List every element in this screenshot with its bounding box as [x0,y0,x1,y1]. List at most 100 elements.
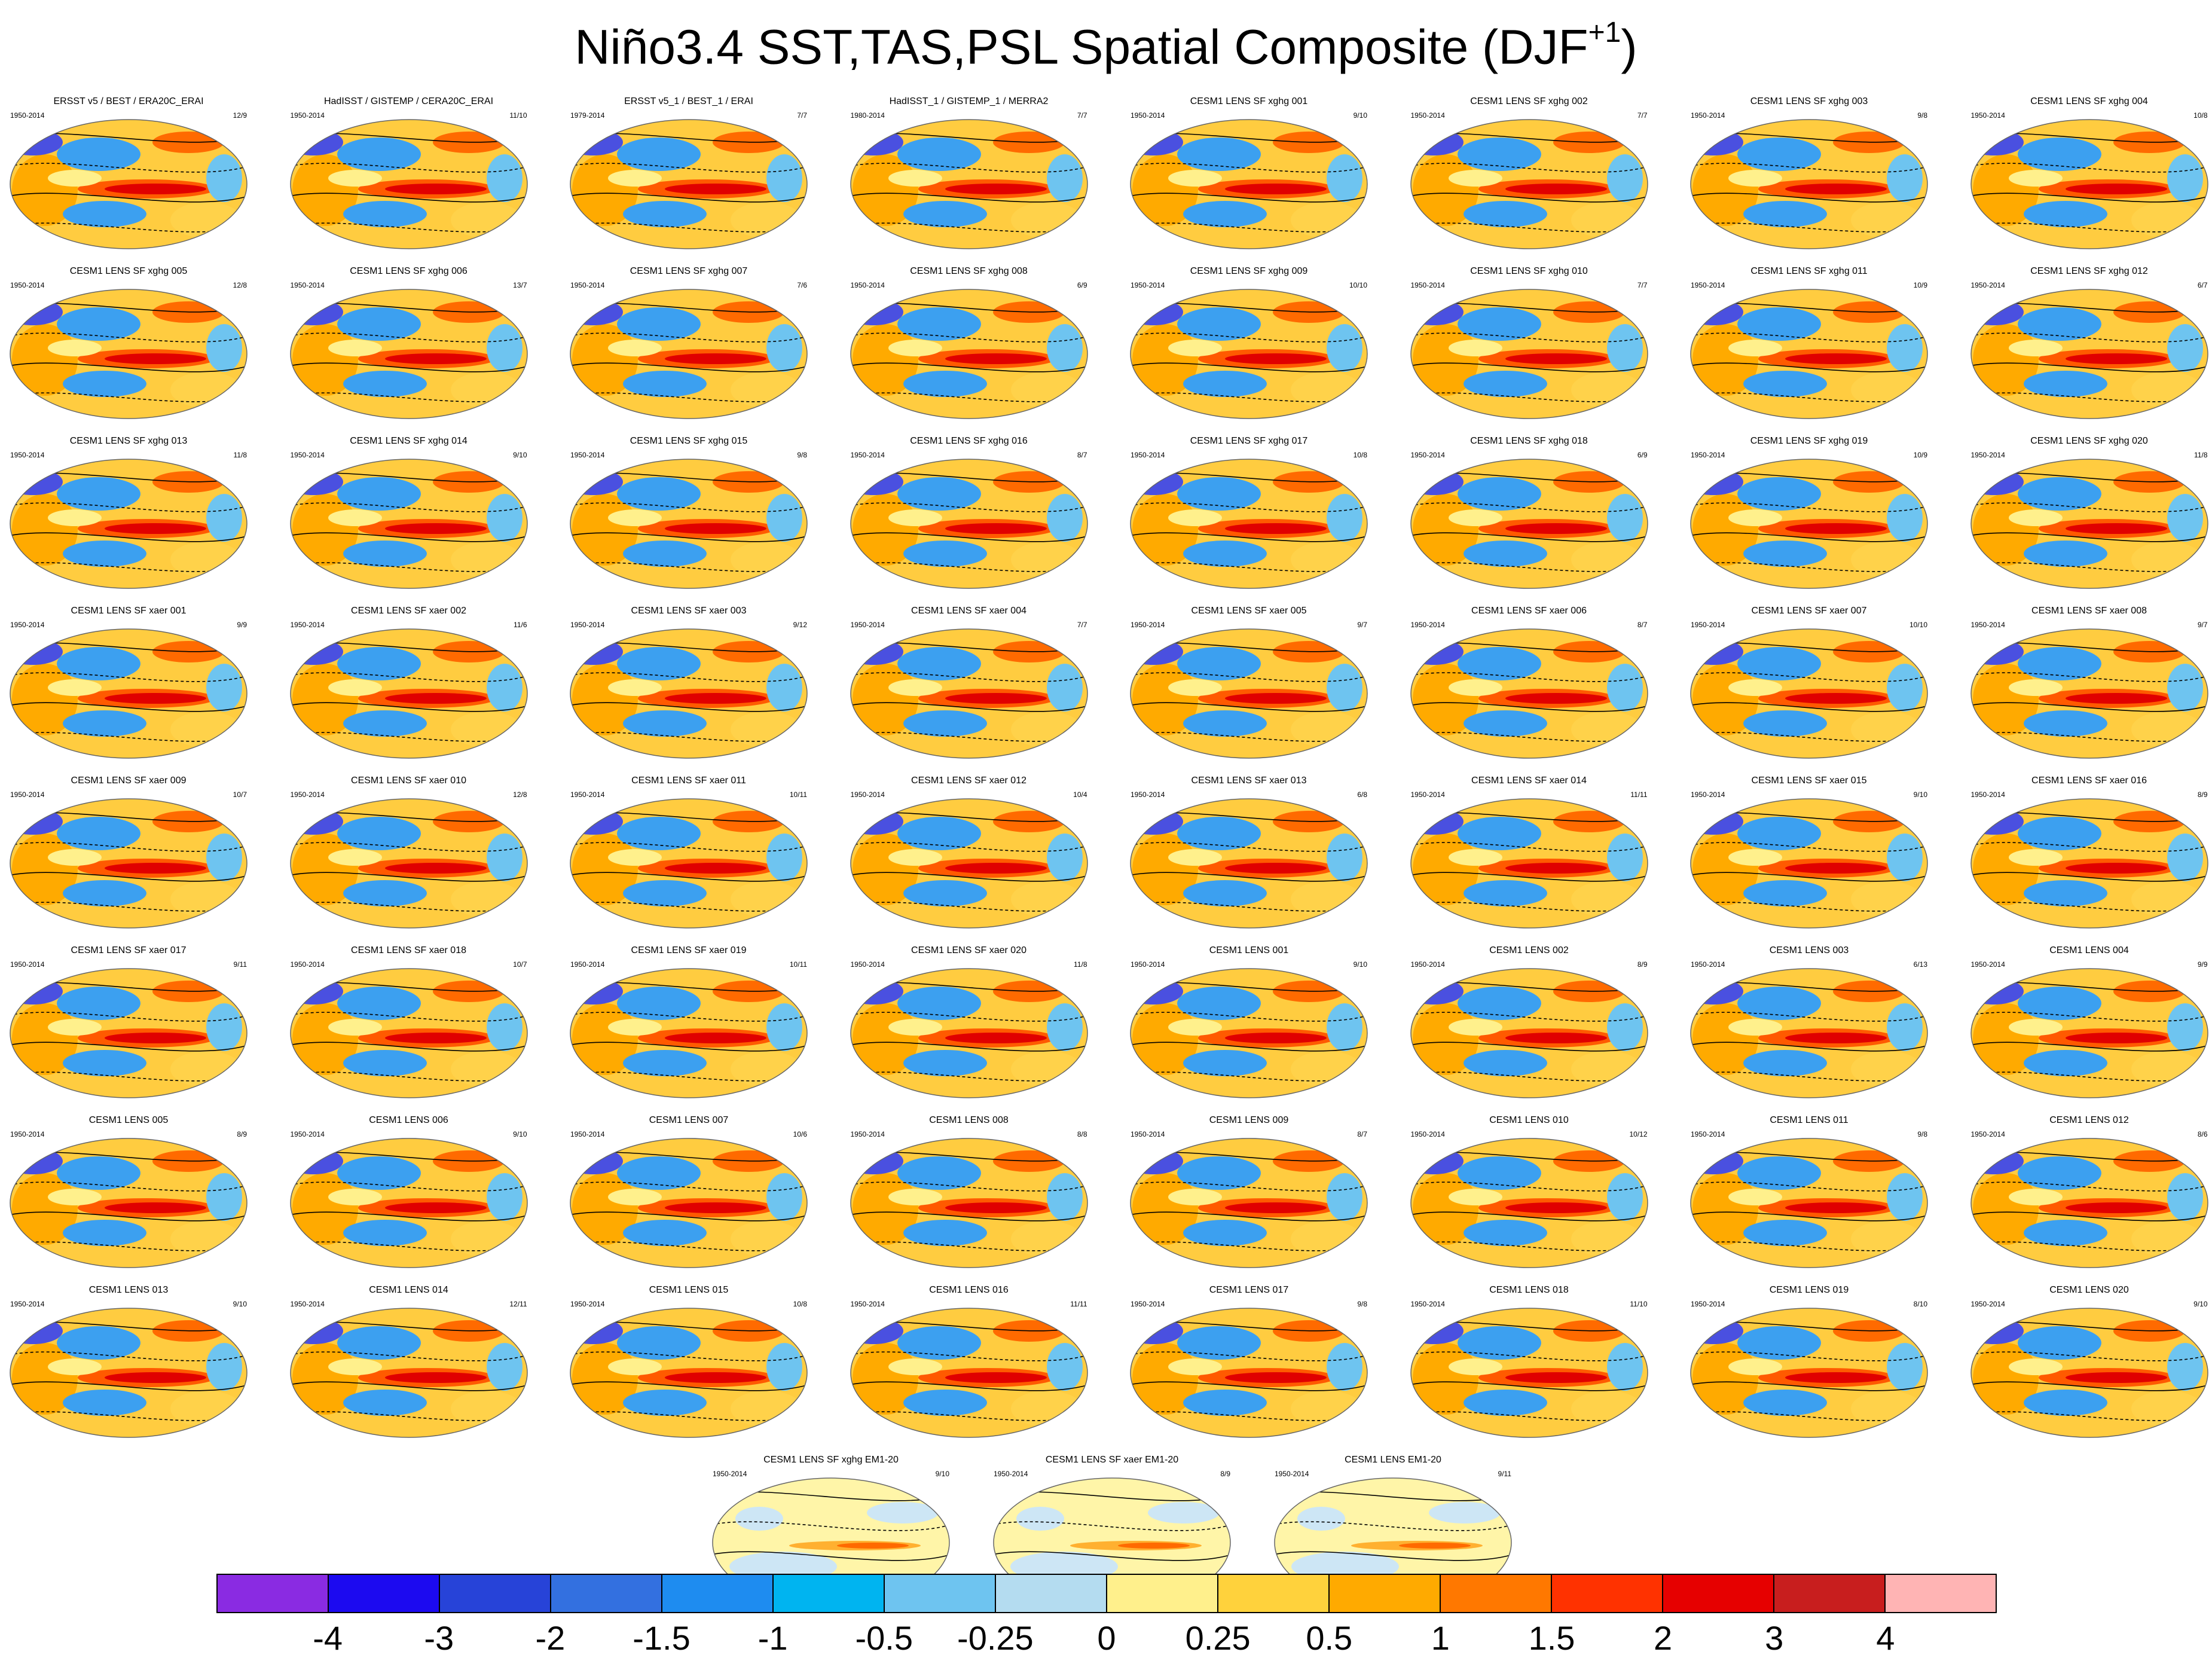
global-map [1689,798,1929,929]
colorbar-swatch [996,1575,1107,1612]
panel-title: CESM1 LENS SF xghg 013 [3,435,254,447]
panel-title: CESM1 LENS SF xaer 008 [1964,605,2212,617]
global-map [569,118,808,250]
global-map [569,628,808,759]
colorbar-label: -0.5 [856,1619,913,1657]
panel-title: HadISST_1 / GISTEMP_1 / MERRA2 [844,96,1095,108]
panel-title: CESM1 LENS SF xaer 012 [844,775,1095,787]
panel-title: CESM1 LENS SF xaer 001 [3,605,254,617]
global-map [850,458,1089,590]
colorbar-swatch [662,1575,774,1612]
panel-title: CESM1 LENS SF xghg 003 [1684,96,1935,108]
colorbar [216,1574,1997,1613]
colorbar-swatch [1218,1575,1330,1612]
global-map [9,798,248,929]
panel-title: CESM1 LENS SF xghg 001 [1123,96,1374,108]
colorbar-swatch [1552,1575,1663,1612]
global-map [1689,628,1929,759]
panel-title: CESM1 LENS SF xaer 015 [1684,775,1935,787]
global-map [850,798,1089,929]
colorbar-label: -0.25 [957,1619,1034,1657]
colorbar-swatch [1107,1575,1218,1612]
panel-title: CESM1 LENS SF xghg 015 [563,435,814,447]
panel-title: CESM1 LENS SF xaer 003 [563,605,814,617]
panel-title: CESM1 LENS SF xghg 007 [563,265,814,277]
panel-title: CESM1 LENS SF xaer 006 [1404,605,1655,617]
global-map [1410,1137,1649,1269]
global-map [1689,458,1929,590]
global-map [1129,118,1368,250]
panel-title: CESM1 LENS 007 [563,1115,814,1126]
panel-title: CESM1 LENS EM1-20 [1267,1454,1519,1466]
global-map [569,967,808,1099]
panel-title: CESM1 LENS 013 [3,1284,254,1296]
panel-title: CESM1 LENS 004 [1964,945,2212,957]
colorbar-swatch [1441,1575,1552,1612]
panel-title: CESM1 LENS SF xaer 002 [283,605,534,617]
panel-title: CESM1 LENS SF xaer EM1-20 [986,1454,1238,1466]
global-map [9,288,248,420]
panel-title: CESM1 LENS SF xghg EM1-20 [705,1454,957,1466]
global-map [1129,1307,1368,1439]
colorbar-label: 0 [1097,1619,1116,1657]
global-map [850,288,1089,420]
panel-title: CESM1 LENS SF xghg 017 [1123,435,1374,447]
global-map [9,967,248,1099]
colorbar-swatch [885,1575,996,1612]
global-map [569,1307,808,1439]
panel-title: CESM1 LENS 009 [1123,1115,1374,1126]
global-map [1689,1307,1929,1439]
global-map [1410,1307,1649,1439]
global-map [1970,288,2209,420]
colorbar-label: -1.5 [633,1619,691,1657]
colorbar-label: -3 [424,1619,454,1657]
global-map [289,288,528,420]
colorbar-swatch [1774,1575,1886,1612]
global-map [9,118,248,250]
global-map [289,628,528,759]
colorbar-label: 2 [1654,1619,1672,1657]
global-map [1129,458,1368,590]
panel-title: CESM1 LENS SF xaer 014 [1404,775,1655,787]
global-map [1410,798,1649,929]
colorbar-swatch [329,1575,440,1612]
global-map [1970,1307,2209,1439]
global-map [1689,967,1929,1099]
panel-title: CESM1 LENS SF xaer 013 [1123,775,1374,787]
panel-title: CESM1 LENS 012 [1964,1115,2212,1126]
colorbar-swatch [218,1575,329,1612]
panel-title: CESM1 LENS SF xghg 016 [844,435,1095,447]
global-map [1410,967,1649,1099]
panel-title: CESM1 LENS SF xghg 014 [283,435,534,447]
global-map [1689,288,1929,420]
panel-title: CESM1 LENS SF xghg 019 [1684,435,1935,447]
colorbar-label: -1 [758,1619,788,1657]
global-map [9,1307,248,1439]
colorbar-label: 0.5 [1306,1619,1352,1657]
global-map [1970,1137,2209,1269]
